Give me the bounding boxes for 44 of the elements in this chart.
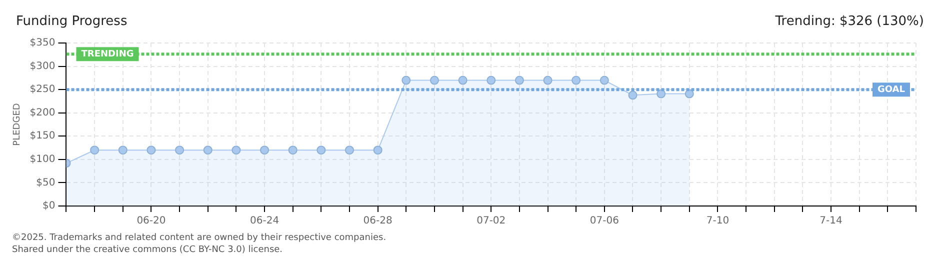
point [458,76,468,85]
point [684,89,694,98]
text: ©2025. Trademarks and related content are owned by their respective companies. [12,232,388,244]
point [514,76,524,85]
point [232,146,241,155]
point [656,89,666,98]
point [402,76,411,85]
point [175,146,184,155]
y-tick-label: $100 [30,154,56,166]
point [373,146,382,155]
y-tick-label: $200 [30,107,56,118]
chart-title: Funding Progress [16,14,128,28]
point [260,146,270,155]
point [600,76,609,85]
y-tick-label: $150 [30,130,56,142]
x-tick-label: 7-14 [820,216,842,227]
x-tick-label: 7-10 [706,216,730,227]
point [316,146,326,155]
ref-line-label: TRENDING [81,50,134,60]
point [430,76,439,85]
y-tick-label: $250 [30,84,56,96]
point [288,146,298,155]
point [203,146,212,155]
point [146,146,156,155]
point [345,146,354,155]
x-tick-label: 06-28 [363,216,392,227]
point [572,76,581,85]
point [90,146,100,155]
point [543,76,552,85]
y-tick-label: $50 [36,177,56,188]
x-tick-label: 06-20 [136,216,166,227]
chart-subtitle: Trending: $326 (130%) [775,14,924,28]
y-tick-label: $0 [42,200,56,212]
x-tick-label: 06-24 [250,216,280,227]
ref-line-label: GOAL [878,84,906,95]
point [118,146,128,155]
text: Shared under the creative commons (CC BY-NC 3.0) license. [12,244,284,256]
point [486,76,496,85]
point [628,90,638,100]
x-tick-label: 07-02 [476,216,506,227]
x-tick-label: 07-06 [590,216,619,227]
y-axis-title: PLEDGED [12,103,23,146]
y-tick-label: $300 [30,60,56,72]
y-tick-label: $350 [30,38,56,49]
